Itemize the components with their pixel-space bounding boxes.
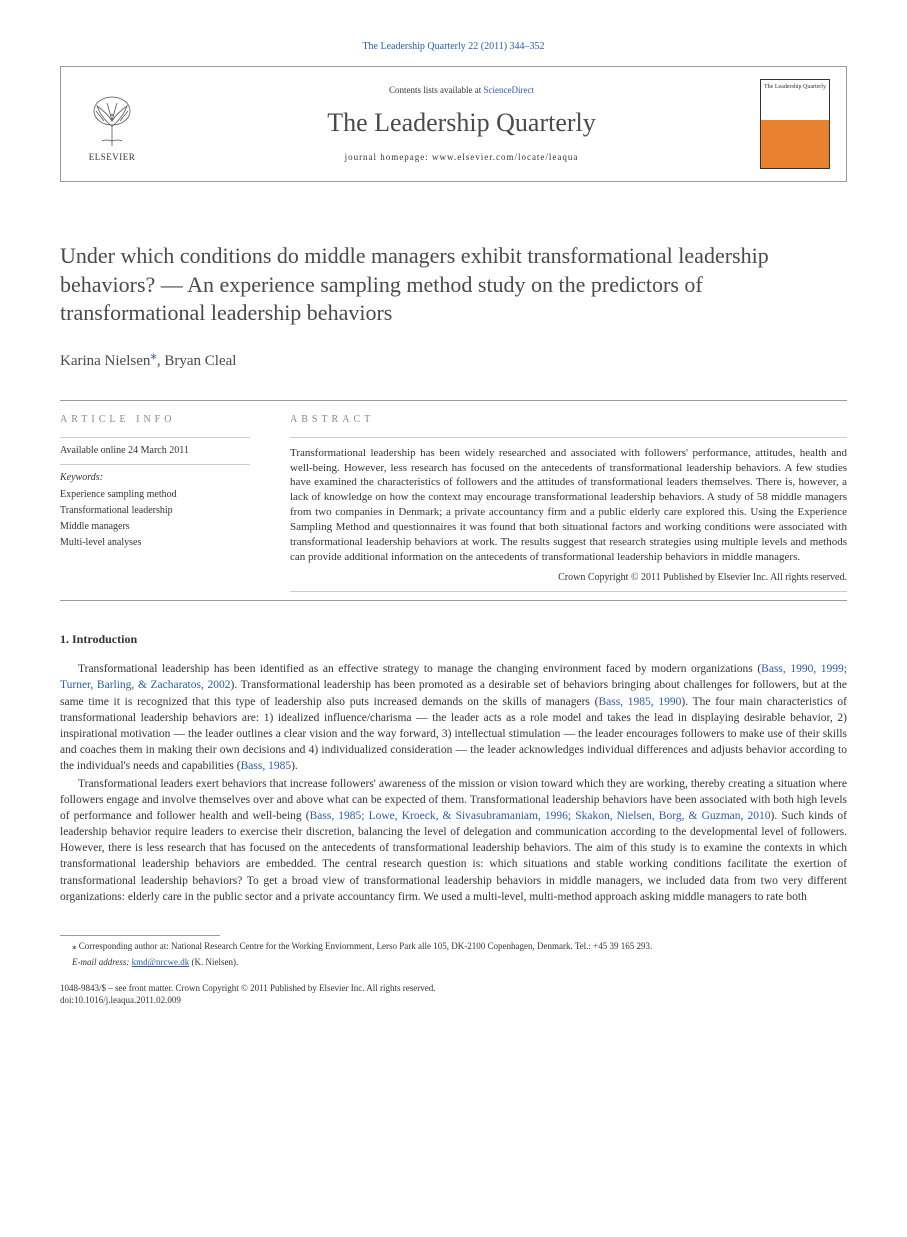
citation-link[interactable]: Bass, 1985; Lowe, Kroeck, & Sivasubraman… [310,810,771,822]
abstract-heading: ABSTRACT [290,413,847,427]
article-info-heading: ARTICLE INFO [60,413,250,427]
doi-line: doi:10.1016/j.leaqua.2011.02.009 [60,995,847,1007]
article-info-column: ARTICLE INFO Available online 24 March 2… [60,401,270,592]
citation-link[interactable]: Bass, 1985 [241,760,291,772]
email-suffix: (K. Nielsen). [189,957,238,967]
bottom-meta: 1048-9843/$ – see front matter. Crown Co… [60,983,847,1006]
email-line: E-mail address: kmd@nrcwe.dk (K. Nielsen… [60,956,847,969]
elsevier-tree-icon [82,91,142,151]
journal-cover-thumbnail: The Leadership Quarterly [760,79,830,169]
article-title: Under which conditions do middle manager… [60,242,847,328]
journal-header-box: ELSEVIER Contents lists available at Sci… [60,66,847,182]
para1-d: ). [291,760,298,772]
keyword-item: Experience sampling method [60,488,250,502]
authors-line: Karina Nielsen⁎, Bryan Cleal [60,346,847,372]
homepage-line: journal homepage: www.elsevier.com/locat… [163,151,760,164]
keyword-item: Multi-level analyses [60,536,250,550]
abstract-column: ABSTRACT Transformational leadership has… [270,401,847,592]
issn-copyright-line: 1048-9843/$ – see front matter. Crown Co… [60,983,847,995]
corr-text: Corresponding author at: National Resear… [77,941,653,951]
contents-line: Contents lists available at ScienceDirec… [163,84,760,97]
email-link[interactable]: kmd@nrcwe.dk [132,957,190,967]
abstract-copyright: Crown Copyright © 2011 Published by Else… [290,571,847,592]
contents-prefix: Contents lists available at [389,85,483,95]
keyword-item: Transformational leadership [60,504,250,518]
journal-name: The Leadership Quarterly [163,105,760,141]
elsevier-logo: ELSEVIER [77,84,147,164]
section-1-heading: 1. Introduction [60,631,847,648]
mid-divider [60,600,847,601]
keywords-label: Keywords: [60,471,250,485]
keywords-block: Keywords: Experience sampling method Tra… [60,464,250,550]
cover-thumb-title: The Leadership Quarterly [761,80,829,120]
footnote-divider [60,935,220,936]
citation-link[interactable]: Bass, 1985, 1990 [598,696,681,708]
header-citation: The Leadership Quarterly 22 (2011) 344–3… [60,40,847,54]
para2-b: ). Such kinds of leadership behavior req… [60,810,847,902]
abstract-text: Transformational leadership has been wid… [290,437,847,565]
available-online-line: Available online 24 March 2011 [60,437,250,464]
email-label: E-mail address: [72,957,132,967]
header-center: Contents lists available at ScienceDirec… [163,84,760,164]
keyword-item: Middle managers [60,520,250,534]
info-abstract-row: ARTICLE INFO Available online 24 March 2… [60,401,847,592]
author-1: Karina Nielsen [60,353,150,369]
sciencedirect-link[interactable]: ScienceDirect [484,85,534,95]
author-rest: , Bryan Cleal [157,353,237,369]
elsevier-label: ELSEVIER [89,151,136,164]
corresponding-author-note: ⁎ Corresponding author at: National Rese… [60,940,847,953]
intro-para-2: Transformational leaders exert behaviors… [60,776,847,905]
homepage-label: journal homepage: [345,152,432,162]
intro-para-1: Transformational leadership has been ide… [60,661,847,774]
homepage-url: www.elsevier.com/locate/leaqua [432,152,578,162]
para1-a: Transformational leadership has been ide… [78,663,761,675]
